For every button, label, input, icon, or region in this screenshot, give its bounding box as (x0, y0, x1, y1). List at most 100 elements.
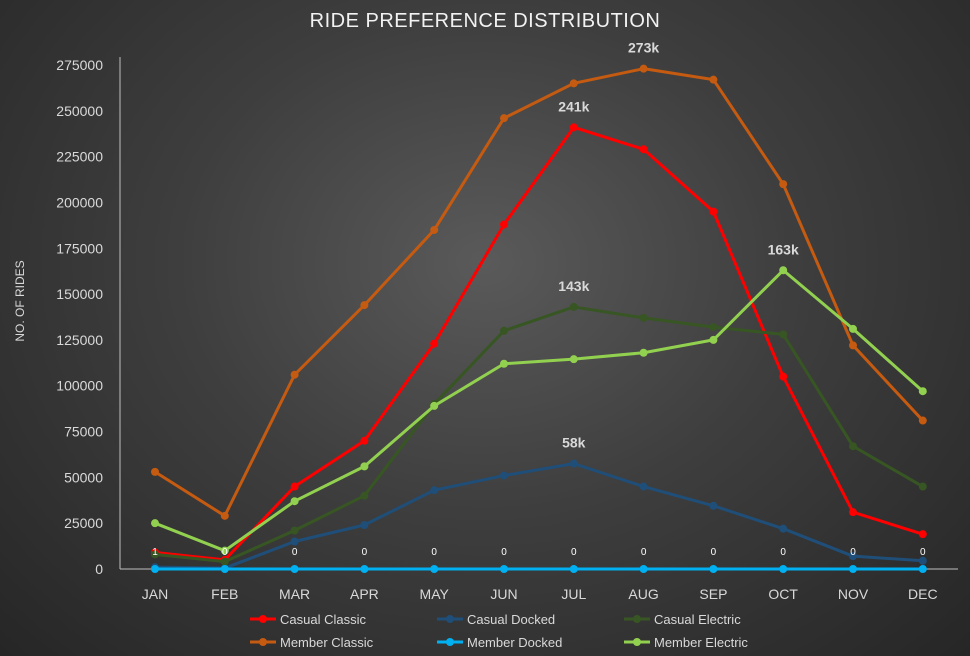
data-point (360, 462, 369, 471)
legend-label: Casual Classic (280, 612, 366, 627)
baseline-data-label: 0 (501, 547, 507, 558)
data-point (639, 64, 648, 73)
y-tick-label: 150000 (56, 286, 103, 302)
y-tick-label: 175000 (56, 240, 103, 256)
data-point (220, 546, 229, 555)
data-point (779, 565, 788, 573)
data-point (709, 207, 718, 216)
x-tick-label: OCT (768, 586, 798, 602)
x-tick-label: SEP (699, 586, 727, 602)
baseline-data-label: 0 (571, 547, 577, 558)
baseline-data-label: 0 (431, 547, 437, 558)
data-point (430, 401, 439, 410)
data-point (709, 335, 718, 344)
data-point (639, 145, 648, 154)
data-point (569, 302, 578, 311)
data-point (290, 370, 299, 379)
data-point (918, 565, 927, 573)
legend-swatch-marker (633, 615, 641, 623)
data-point (290, 526, 299, 535)
data-point (430, 339, 439, 348)
data-point (849, 508, 857, 517)
y-axis-label: NO. OF RIDES (13, 260, 27, 341)
series-line (154, 67, 924, 518)
y-tick-label: 200000 (56, 194, 103, 210)
legend-swatch-marker (259, 638, 267, 646)
series-line (154, 268, 924, 553)
x-tick-label: JUL (561, 586, 586, 602)
baseline-data-label: 0 (292, 547, 298, 558)
data-point (500, 565, 508, 573)
data-point (500, 114, 508, 123)
legend-swatch-marker (446, 638, 454, 646)
y-tick-label: 225000 (56, 149, 103, 165)
data-point (569, 123, 578, 132)
data-point (430, 225, 439, 234)
data-point (918, 530, 927, 539)
x-tick-label: APR (350, 586, 379, 602)
x-tick-label: JUN (490, 586, 517, 602)
data-point (220, 511, 229, 520)
data-point (918, 416, 927, 425)
data-label: 58k (562, 435, 586, 451)
data-point (779, 180, 788, 189)
legend-swatch-marker (259, 615, 267, 623)
data-point (779, 372, 788, 381)
data-point (360, 491, 369, 500)
data-point (569, 565, 578, 573)
data-point (360, 565, 369, 573)
data-point (151, 550, 159, 559)
legend-label: Casual Docked (467, 612, 555, 627)
data-point (220, 565, 229, 573)
data-point (151, 467, 159, 476)
y-tick-label: 250000 (56, 103, 103, 119)
data-point (639, 482, 648, 491)
data-label: 163k (768, 241, 799, 257)
data-point (290, 482, 299, 491)
series-line (154, 305, 924, 564)
data-point (849, 552, 857, 561)
baseline-data-label: 1 (152, 547, 158, 558)
data-point (709, 323, 718, 332)
data-point (151, 565, 159, 573)
data-point (500, 220, 508, 229)
y-tick-label: 0 (95, 561, 103, 577)
data-point (849, 565, 857, 573)
y-tick-label: 50000 (64, 469, 103, 485)
data-label: 273k (628, 40, 659, 56)
data-point (709, 501, 718, 510)
y-tick-label: 100000 (56, 378, 103, 394)
baseline-data-label: 0 (850, 547, 856, 558)
legend-label: Casual Electric (654, 612, 741, 627)
data-label: 241k (558, 98, 589, 114)
x-tick-label: FEB (211, 586, 238, 602)
chart-title: RIDE PREFERENCE DISTRIBUTION (309, 10, 661, 32)
x-tick-label: AUG (628, 586, 658, 602)
data-point (918, 556, 927, 565)
series-line (154, 462, 923, 570)
data-point (151, 519, 159, 528)
data-point (500, 471, 508, 480)
data-point (918, 387, 927, 396)
y-tick-label: 275000 (56, 57, 103, 73)
legend-swatch-marker (446, 615, 454, 623)
data-point (290, 537, 299, 546)
y-tick-label: 75000 (64, 424, 103, 440)
y-tick-label: 125000 (56, 332, 103, 348)
x-tick-label: NOV (838, 586, 869, 602)
data-point (639, 565, 648, 573)
legend-swatch-marker (633, 638, 641, 646)
data-point (639, 313, 648, 322)
legend-label: Member Classic (280, 635, 374, 650)
series-line (154, 125, 924, 562)
legend-label: Member Electric (654, 635, 748, 650)
data-point (430, 565, 439, 573)
data-point (500, 359, 508, 368)
y-tick-label: 25000 (64, 515, 103, 531)
data-point (569, 79, 578, 88)
data-point (779, 330, 788, 339)
data-point (849, 324, 857, 333)
data-point (569, 355, 578, 364)
